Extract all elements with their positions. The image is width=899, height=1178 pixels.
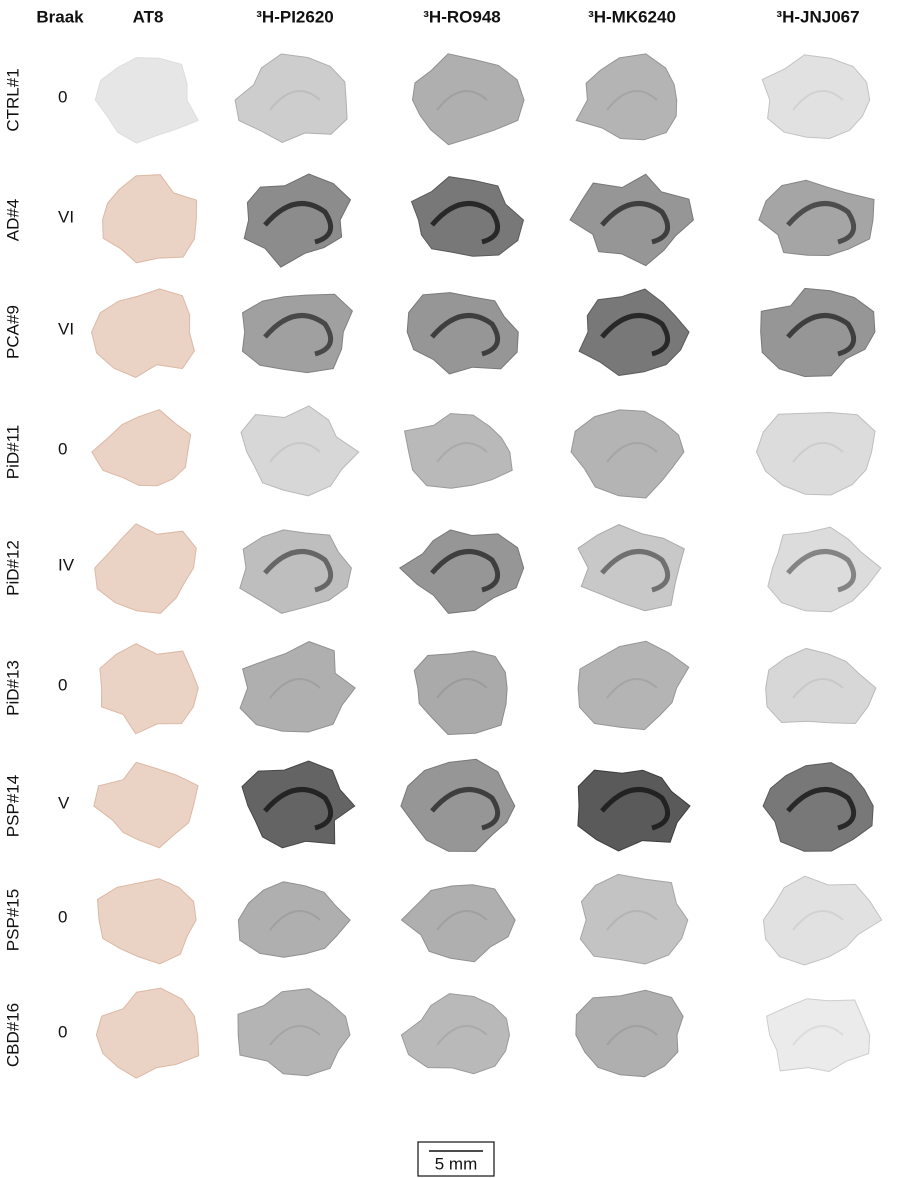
row-label: AD#4 <box>3 199 22 242</box>
at8-section <box>95 524 197 614</box>
at8-section <box>95 58 198 144</box>
autoradiography-section <box>576 54 677 140</box>
autoradiography-section <box>400 530 524 613</box>
autoradiography-section <box>763 763 873 852</box>
braak-stage: 0 <box>58 87 67 106</box>
braak-stage: VI <box>58 207 74 226</box>
row-label: PSP#15 <box>3 889 22 951</box>
column-header: ³H-MK6240 <box>588 7 676 26</box>
autoradiography-section <box>412 177 524 257</box>
braak-stage: V <box>58 793 70 812</box>
braak-stage: IV <box>58 555 75 574</box>
braak-stage: 0 <box>58 907 67 926</box>
autoradiography-section <box>767 999 870 1072</box>
autoradiography-section <box>761 288 875 376</box>
row-label: PCA#9 <box>3 305 22 359</box>
autoradiography-section <box>576 990 683 1076</box>
autoradiography-section <box>763 876 881 965</box>
at8-section <box>100 644 198 734</box>
scale-bar-label: 5 mm <box>435 1154 478 1173</box>
autoradiography-section <box>401 994 509 1074</box>
autoradiography-section <box>235 54 347 142</box>
braak-stage: 0 <box>58 675 67 694</box>
autoradiography-section <box>238 882 350 957</box>
column-header: ³H-JNJ067 <box>776 7 859 26</box>
at8-section <box>98 879 197 964</box>
row-label: PiD#11 <box>3 425 22 480</box>
at8-section <box>92 410 191 486</box>
autoradiography-section <box>768 527 881 612</box>
column-header: ³H-RO948 <box>423 7 500 26</box>
figure: 5 mm Braak AT8 ³H-PI2620 ³H-RO948 ³H-MK6240 ³… <box>0 0 899 1178</box>
autoradiography-section <box>766 648 876 723</box>
autoradiography-section <box>407 293 518 374</box>
autoradiography-section <box>570 174 693 265</box>
row-label: PiD#12 <box>3 540 22 596</box>
autoradiography-section <box>240 642 355 732</box>
autoradiography-section <box>238 989 350 1076</box>
at8-section <box>92 289 195 378</box>
autoradiography-section <box>240 530 352 613</box>
autoradiography-section <box>579 289 689 376</box>
row-label: CTRL#1 <box>3 68 22 131</box>
row-label: PSP#14 <box>3 775 22 837</box>
autoradiography-section <box>241 406 359 496</box>
autoradiography-section <box>401 885 515 962</box>
row-label: CBD#16 <box>3 1003 22 1067</box>
autoradiography-section <box>762 55 870 139</box>
autoradiography-section <box>578 641 689 729</box>
at8-section <box>94 762 198 848</box>
autoradiography-section <box>571 410 684 498</box>
column-header: ³H-PI2620 <box>256 7 333 26</box>
autoradiography-section <box>242 294 352 372</box>
autoradiography-section <box>413 54 525 145</box>
column-header: AT8 <box>133 7 164 26</box>
row-label: PiD#13 <box>3 660 22 716</box>
braak-stage: 0 <box>58 439 67 458</box>
autoradiography-section <box>242 761 355 848</box>
autoradiography-section <box>759 180 874 255</box>
braak-stage: 0 <box>58 1022 67 1041</box>
column-header: Braak <box>36 7 84 26</box>
figure-canvas: 5 mm Braak AT8 ³H-PI2620 ³H-RO948 ³H-MK6240 ³… <box>0 0 899 1178</box>
autoradiography-section <box>244 174 350 267</box>
autoradiography-section <box>414 651 507 735</box>
at8-section <box>96 988 198 1078</box>
braak-stage: VI <box>58 319 74 338</box>
autoradiography-section <box>405 414 513 489</box>
at8-section <box>103 175 197 263</box>
autoradiography-section <box>580 874 688 964</box>
autoradiography-section <box>757 413 876 496</box>
autoradiography-section <box>578 770 690 851</box>
